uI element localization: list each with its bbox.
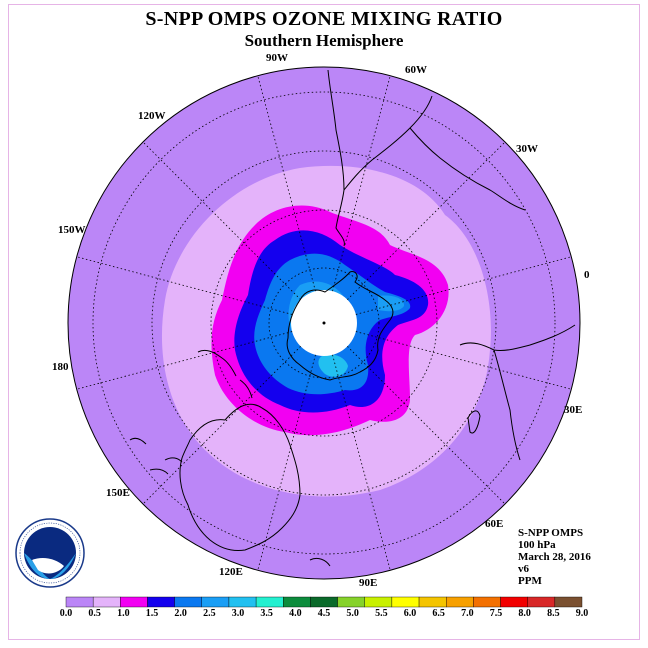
info-block: S-NPP OMPS 100 hPa March 28, 2016 v6 PPM — [518, 527, 591, 587]
lon-label-150w: 150W — [58, 224, 86, 236]
pole-marker — [322, 321, 326, 325]
meridian-line — [355, 331, 572, 390]
map-subtitle: Southern Hemisphere — [244, 31, 404, 50]
meridian-line — [142, 346, 301, 505]
lon-label-0: 0 — [584, 269, 590, 281]
coastline-africa — [459, 324, 576, 461]
meridian-line — [332, 354, 391, 571]
colorbar-tick-label: 8.0 — [518, 608, 531, 619]
meridian-line — [347, 141, 506, 300]
colorbar-swatch — [310, 596, 338, 608]
meridian-line — [332, 75, 391, 292]
info-version: v6 — [518, 563, 529, 575]
colorbar-tick-label: 5.0 — [346, 608, 359, 619]
lon-label-60e: 60E — [485, 518, 504, 530]
colorbar-swatch — [500, 596, 528, 608]
colorbar-swatch — [473, 596, 501, 608]
colorbar-tick-label: 1.0 — [117, 608, 130, 619]
lon-label-180: 180 — [52, 361, 69, 373]
colorbar-tick-label: 3.0 — [231, 608, 245, 619]
coastline-islands — [129, 437, 331, 567]
map-title: S-NPP OMPS OZONE MIXING RATIO — [145, 8, 503, 30]
meridian-line — [142, 141, 301, 300]
coastlines — [129, 69, 576, 567]
colorbar-tick-label: 9.0 — [575, 608, 589, 619]
colorbar-swatch — [283, 596, 311, 608]
colorbar-swatch — [554, 596, 583, 608]
figure-frame — [8, 4, 640, 640]
lon-label-30e: 30E — [564, 404, 583, 416]
colorbar-swatch — [391, 596, 420, 608]
colorbar-tick-label: 1.5 — [145, 608, 159, 619]
meridian-line — [347, 346, 506, 505]
colorbar-swatch — [418, 596, 447, 608]
colorbar-swatch — [201, 596, 230, 608]
latitude-circles — [92, 91, 556, 555]
colorbar — [65, 596, 583, 608]
colorbar-tick-label: 0.0 — [59, 608, 73, 619]
colorbar-swatch — [147, 596, 175, 608]
colorbar-tick-label: 6.5 — [432, 608, 445, 619]
colorbar-tick-label: 4.5 — [317, 608, 331, 619]
ozone-level-3-0 — [318, 354, 348, 377]
colorbar-swatch — [120, 596, 148, 608]
colorbar-tick-label: 4.0 — [289, 608, 302, 619]
colorbar-tick-label: 5.5 — [375, 608, 388, 619]
info-units: PPM — [518, 575, 542, 587]
meridian-line — [76, 256, 293, 315]
lon-label-30w: 30W — [516, 143, 538, 155]
lon-label-150e: 150E — [106, 487, 130, 499]
colorbar-tick-label: 8.5 — [547, 608, 560, 619]
colorbar-tick-label: 2.5 — [203, 608, 216, 619]
meridian-line — [257, 354, 316, 571]
colorbar-swatch — [446, 596, 474, 608]
lon-label-60w: 60W — [405, 64, 427, 76]
meridian-lines — [76, 75, 572, 571]
lon-label-90e: 90E — [359, 577, 378, 589]
colorbar-swatch — [255, 596, 284, 608]
info-level: 100 hPa — [518, 539, 556, 551]
meridian-line — [76, 331, 293, 390]
colorbar-tick-label: 2.0 — [174, 608, 187, 619]
colorbar-swatch — [92, 596, 121, 608]
coastline-antarctica — [286, 271, 394, 381]
colorbar-swatch — [364, 596, 393, 608]
coastline-madagascar — [467, 410, 481, 434]
colorbar-swatch — [527, 596, 556, 608]
meridian-line — [355, 256, 572, 315]
colorbar-tick-label: 0.5 — [88, 608, 101, 619]
coastline-south-america — [327, 69, 526, 247]
info-date: March 28, 2016 — [518, 551, 591, 563]
colorbar-tick-label: 7.0 — [461, 608, 474, 619]
colorbar-swatch — [65, 596, 94, 608]
info-instrument: S-NPP OMPS — [518, 527, 584, 539]
coastline-australia — [179, 403, 301, 551]
colorbar-swatch — [337, 596, 365, 608]
noaa-logo — [15, 518, 85, 588]
colorbar-swatch — [174, 596, 202, 608]
lon-label-120e: 120E — [219, 566, 243, 578]
colorbar-swatch — [228, 596, 257, 608]
colorbar-tick-label: 6.0 — [403, 608, 417, 619]
meridian-line — [257, 75, 316, 292]
colorbar-tick-label: 3.5 — [260, 608, 273, 619]
lon-label-90w: 90W — [266, 52, 288, 64]
lon-label-120w: 120W — [138, 110, 166, 122]
coastline-new-zealand — [197, 349, 253, 399]
colorbar-tick-label: 7.5 — [489, 608, 503, 619]
